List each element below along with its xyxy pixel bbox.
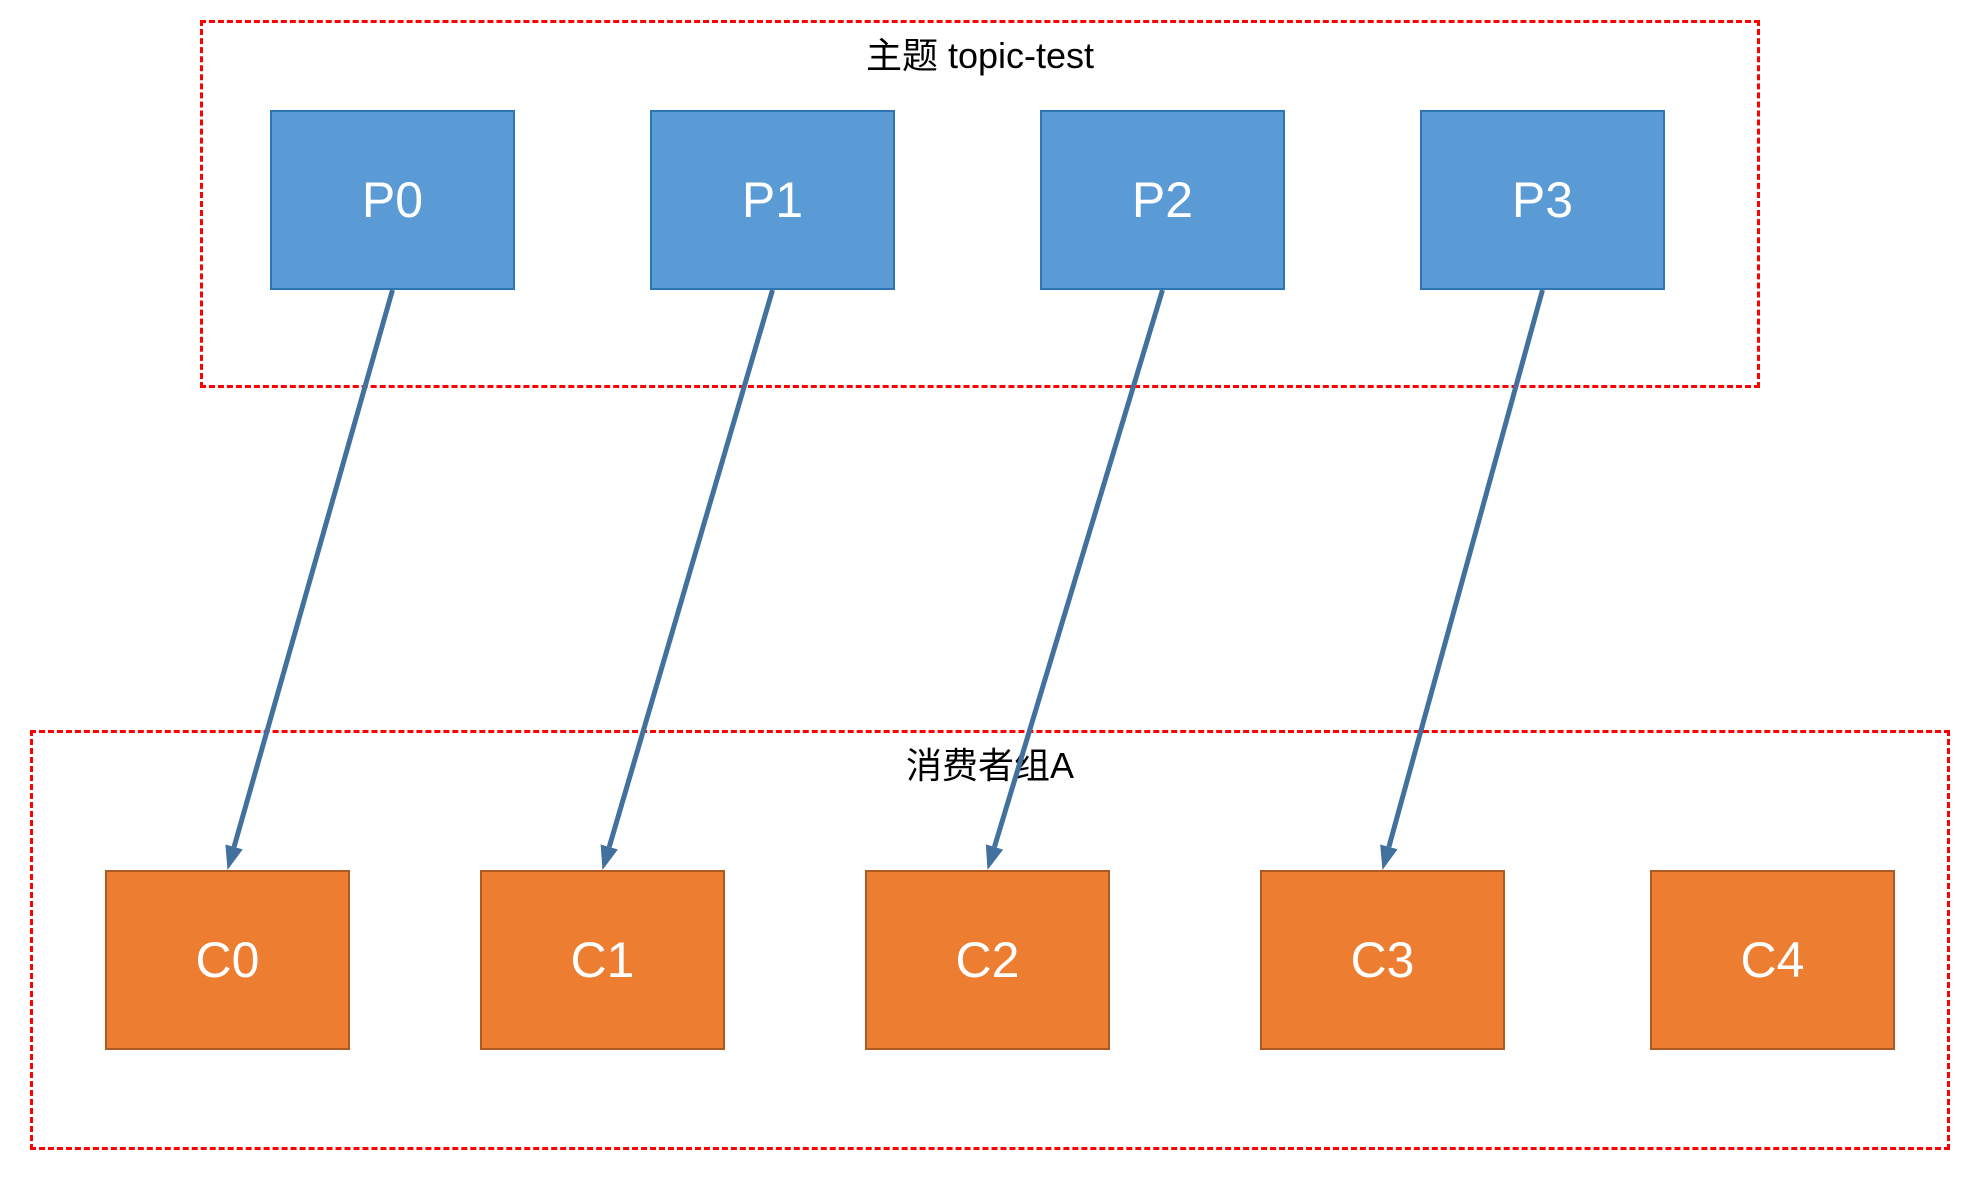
partition-label: P3 <box>1512 171 1573 229</box>
consumer-node-c2: C2 <box>865 870 1110 1050</box>
consumer-label: C3 <box>1351 931 1415 989</box>
partition-node-p1: P1 <box>650 110 895 290</box>
consumer-label: C1 <box>571 931 635 989</box>
partition-node-p0: P0 <box>270 110 515 290</box>
consumer-label: C4 <box>1741 931 1805 989</box>
partition-node-p2: P2 <box>1040 110 1285 290</box>
consumer-node-c4: C4 <box>1650 870 1895 1050</box>
partition-label: P2 <box>1132 171 1193 229</box>
partition-label: P0 <box>362 171 423 229</box>
consumer-node-c3: C3 <box>1260 870 1505 1050</box>
consumer-node-c0: C0 <box>105 870 350 1050</box>
consumer-group-title: 消费者组A <box>906 737 1074 789</box>
partition-node-p3: P3 <box>1420 110 1665 290</box>
partition-label: P1 <box>742 171 803 229</box>
consumer-node-c1: C1 <box>480 870 725 1050</box>
consumer-label: C2 <box>956 931 1020 989</box>
diagram-canvas: { "canvas": { "width": 1980, "height": 1… <box>0 0 1980 1180</box>
consumer-label: C0 <box>196 931 260 989</box>
topic-group-title: 主题 topic-test <box>866 27 1094 79</box>
